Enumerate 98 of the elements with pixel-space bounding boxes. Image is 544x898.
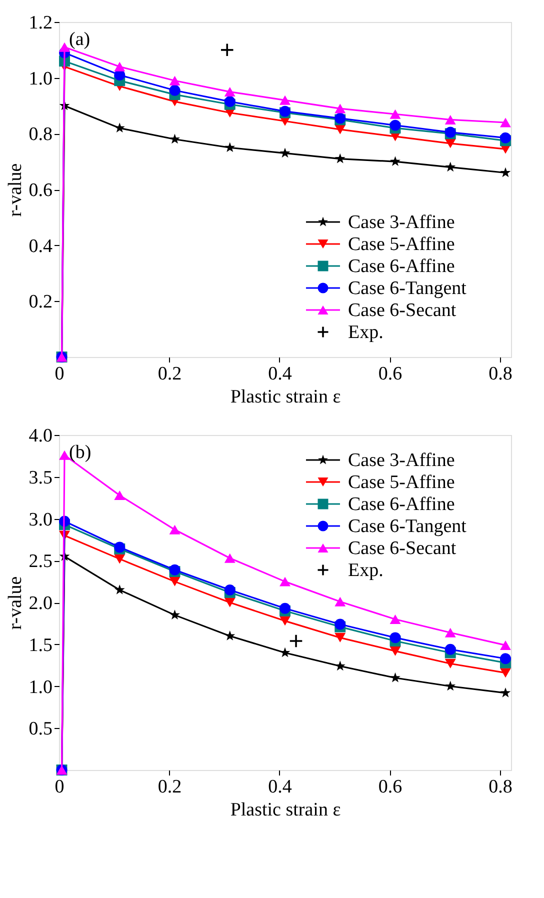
annotation: (a)	[69, 29, 90, 50]
point	[390, 672, 400, 682]
x-tick-label: 0	[54, 364, 64, 384]
annotation: (b)	[69, 442, 92, 463]
point	[114, 122, 125, 133]
point	[390, 109, 401, 119]
y-tick-label: 3.0	[28, 509, 52, 530]
y-tick-label: 0.2	[28, 292, 52, 313]
legend-label: Case 6-Tangent	[348, 278, 468, 299]
y-tick-label: 1.2	[28, 12, 52, 34]
point	[444, 658, 456, 668]
y-tick-label: 2.0	[28, 593, 52, 614]
y-axis-title: r-value	[4, 163, 26, 217]
legend-label: Case 6-Tangent	[348, 516, 468, 537]
point	[500, 132, 511, 144]
y-tick-label: 2.5	[28, 551, 52, 572]
point	[500, 167, 511, 178]
point	[390, 632, 401, 644]
point	[280, 602, 290, 614]
point	[390, 156, 400, 166]
point	[390, 646, 401, 656]
point	[169, 76, 180, 86]
point	[114, 62, 126, 72]
legend-label: Case 6-Secant	[348, 538, 457, 559]
y-tick-label: 0.5	[28, 718, 52, 740]
point	[280, 647, 290, 658]
y-tick-label: 0.8	[28, 124, 52, 146]
point	[114, 490, 126, 500]
legend-label: Case 3-Affine	[348, 212, 455, 233]
x-tick-label: 0.6	[378, 364, 402, 384]
y-tick-label: 3.5	[28, 467, 52, 488]
point	[170, 134, 180, 144]
legend-label: Exp.	[348, 560, 384, 581]
point	[169, 84, 180, 96]
point	[169, 524, 180, 534]
point	[280, 576, 290, 586]
x-tick-label: 0.8	[488, 776, 512, 798]
point	[500, 640, 511, 650]
legend-label: Case 3-Affine	[348, 450, 455, 471]
point	[224, 598, 236, 608]
point	[334, 104, 346, 114]
point	[445, 680, 456, 691]
legend-label: Case 5-Affine	[348, 234, 455, 255]
point	[169, 576, 180, 586]
point	[224, 96, 236, 108]
legend-label: Case 5-Affine	[348, 472, 455, 493]
y-tick-label: 1.0	[28, 68, 52, 90]
point	[444, 138, 456, 148]
point	[500, 687, 511, 698]
x-tick-label: 0.8	[488, 364, 512, 384]
y-tick-label: 1.0	[28, 676, 52, 698]
x-tick-label: 0.6	[378, 776, 402, 798]
point	[334, 660, 346, 671]
legend-label: Case 6-Affine	[348, 494, 455, 515]
x-tick-label: 0.4	[268, 776, 292, 798]
point	[334, 618, 346, 630]
point	[500, 668, 511, 678]
point	[224, 553, 236, 563]
point	[280, 95, 290, 105]
x-tick-label: 0.2	[158, 364, 182, 384]
x-tick-label: 0.2	[158, 776, 182, 798]
point	[114, 584, 125, 594]
x-tick-label: 0.4	[268, 364, 292, 384]
point	[334, 596, 346, 606]
point	[220, 42, 234, 57]
point	[170, 610, 180, 620]
point	[334, 153, 346, 164]
point	[224, 584, 236, 596]
x-axis-title: Plastic strain ε	[230, 800, 341, 820]
point	[445, 162, 456, 172]
legend-label: Case 6-Affine	[348, 256, 455, 277]
y-tick-label: 0.4	[28, 236, 53, 257]
legend-label: Exp.	[348, 322, 384, 343]
x-tick-label: 0	[54, 776, 64, 798]
point	[334, 632, 346, 642]
point	[390, 120, 401, 131]
y-tick-label: 4.0	[28, 426, 52, 446]
point	[444, 628, 456, 638]
point	[59, 42, 70, 52]
point	[224, 87, 236, 97]
y-axis-title: r-value	[4, 576, 26, 630]
point	[280, 616, 290, 626]
point	[444, 644, 456, 655]
point	[334, 124, 346, 134]
point	[500, 118, 511, 128]
x-axis-title: Plastic strain ε	[230, 386, 341, 408]
point	[224, 630, 236, 640]
legend-label: Case 6-Secant	[348, 300, 457, 321]
point	[500, 653, 511, 664]
point	[289, 634, 304, 648]
point	[59, 450, 70, 460]
point	[444, 114, 456, 124]
point	[280, 148, 290, 158]
y-tick-label: 1.5	[28, 634, 52, 656]
point	[114, 554, 126, 564]
point	[390, 614, 401, 624]
point	[224, 142, 236, 152]
y-tick-label: 0.6	[28, 180, 52, 201]
